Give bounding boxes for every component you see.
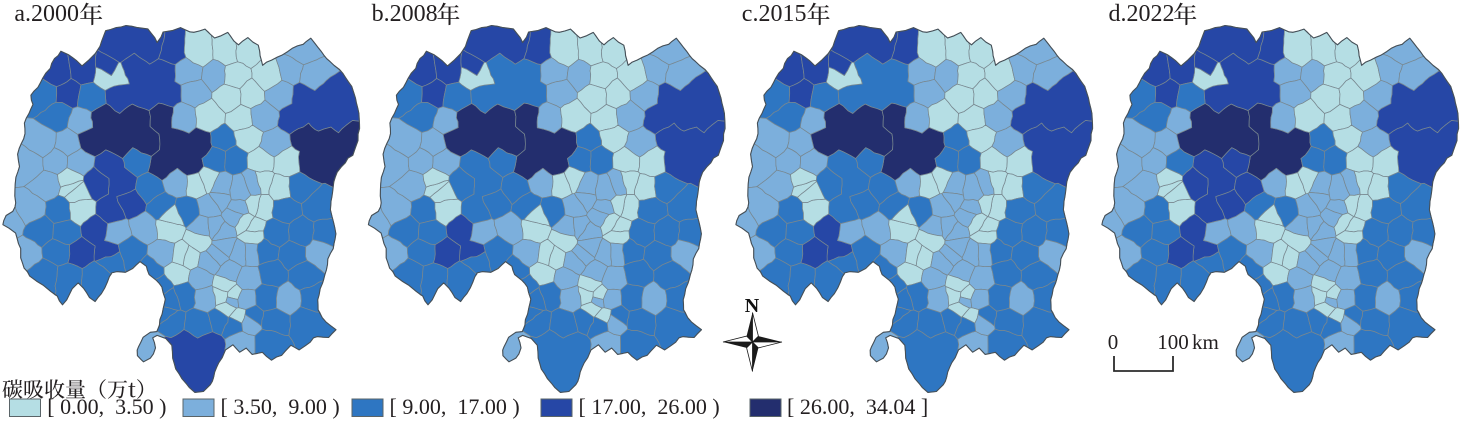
svg-text:[ 26.00, 34.04 ]: [ 26.00, 34.04 ] [787, 394, 928, 419]
svg-text:c.2015: c.2015 [742, 1, 807, 27]
svg-text:[ 3.50, 9.00 ): [ 3.50, 9.00 ) [221, 394, 340, 419]
svg-text:[ 17.00, 26.00 ): [ 17.00, 26.00 ) [579, 394, 720, 419]
svg-text:0: 0 [1108, 330, 1119, 354]
svg-text:d.2022: d.2022 [1109, 1, 1175, 27]
svg-text:100: 100 [1157, 330, 1189, 354]
svg-text:km: km [1192, 330, 1219, 354]
svg-text:[ 9.00, 17.00 ): [ 9.00, 17.00 ) [390, 394, 520, 419]
svg-text:a.2000: a.2000 [14, 1, 79, 27]
svg-text:N: N [745, 295, 760, 317]
svg-text:b.2008: b.2008 [372, 1, 438, 27]
svg-text:[ 0.00, 3.50 ): [ 0.00, 3.50 ) [47, 394, 166, 419]
